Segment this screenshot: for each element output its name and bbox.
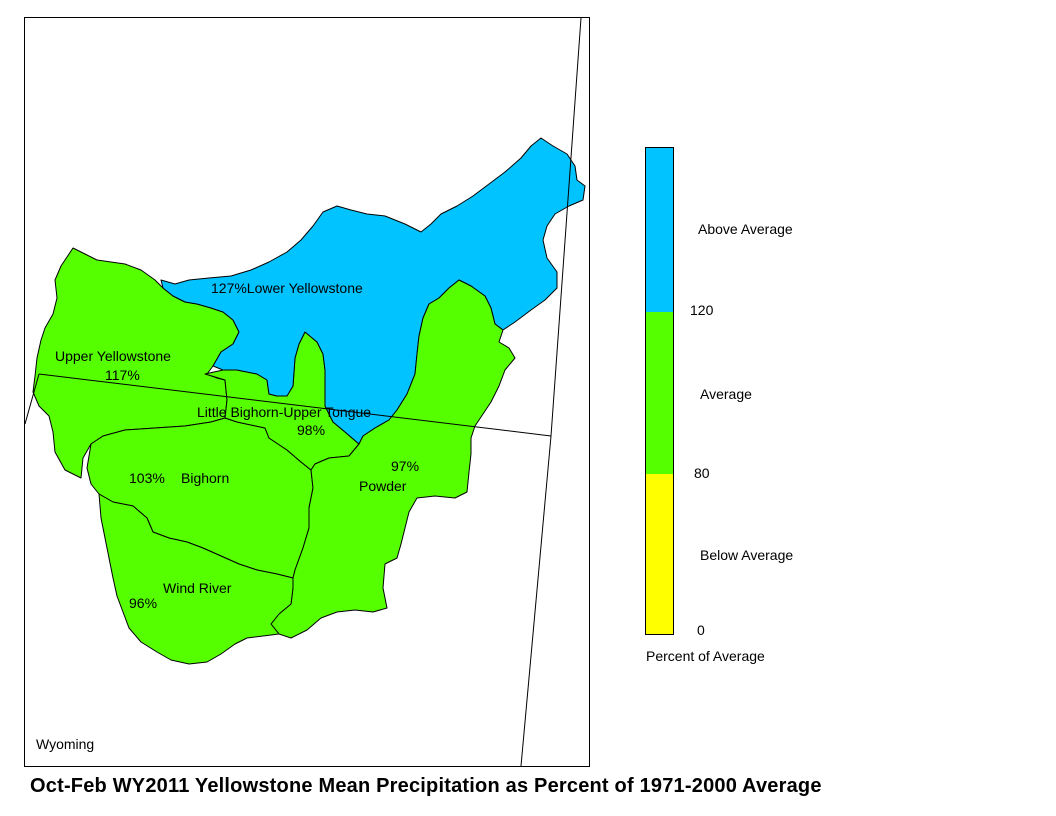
- label-wind-river-name: Wind River: [163, 580, 232, 596]
- state-boundary-north: [38, 373, 552, 437]
- legend-swatch-average: [646, 312, 673, 474]
- legend-break-80: 80: [694, 465, 710, 481]
- label-upper-yellowstone-pct: 117%: [105, 367, 140, 383]
- label-little-bighorn-name: Little Bighorn-Upper Tongue: [197, 404, 371, 420]
- state-boundary-west: [25, 373, 40, 425]
- legend-swatch-below: [646, 474, 673, 634]
- label-little-bighorn-pct: 98%: [297, 422, 325, 438]
- label-powder-name: Powder: [359, 478, 407, 494]
- map-title: Oct-Feb WY2011 Yellowstone Mean Precipit…: [30, 775, 822, 797]
- map-frame: 127%Lower Yellowstone Upper Yellowstone …: [24, 17, 590, 767]
- state-boundary-east-lower: [520, 435, 552, 766]
- basin-wind-river[interactable]: [98, 493, 294, 665]
- legend-label-average: Average: [700, 386, 752, 402]
- label-powder-pct: 97%: [391, 458, 419, 474]
- label-upper-yellowstone-name: Upper Yellowstone: [55, 348, 171, 364]
- legend-break-0: 0: [697, 622, 705, 638]
- legend-break-120: 120: [690, 302, 714, 318]
- legend-swatch-above: [646, 148, 673, 312]
- basin-map: 127%Lower Yellowstone Upper Yellowstone …: [25, 18, 586, 766]
- label-wind-river-pct: 96%: [129, 595, 157, 611]
- legend-title: Percent of Average: [646, 648, 765, 664]
- label-lower-yellowstone: 127%Lower Yellowstone: [211, 280, 363, 296]
- state-boundary-east-upper: [550, 18, 582, 437]
- label-bighorn-name: Bighorn: [181, 470, 229, 486]
- legend-label-below: Below Average: [700, 547, 794, 563]
- basin-powder[interactable]: [270, 279, 516, 639]
- label-bighorn-pct: 103%: [129, 470, 165, 486]
- legend-color-bar: [645, 147, 674, 635]
- legend-label-above: Above Average: [698, 221, 793, 237]
- state-label-wyoming: Wyoming: [36, 736, 94, 752]
